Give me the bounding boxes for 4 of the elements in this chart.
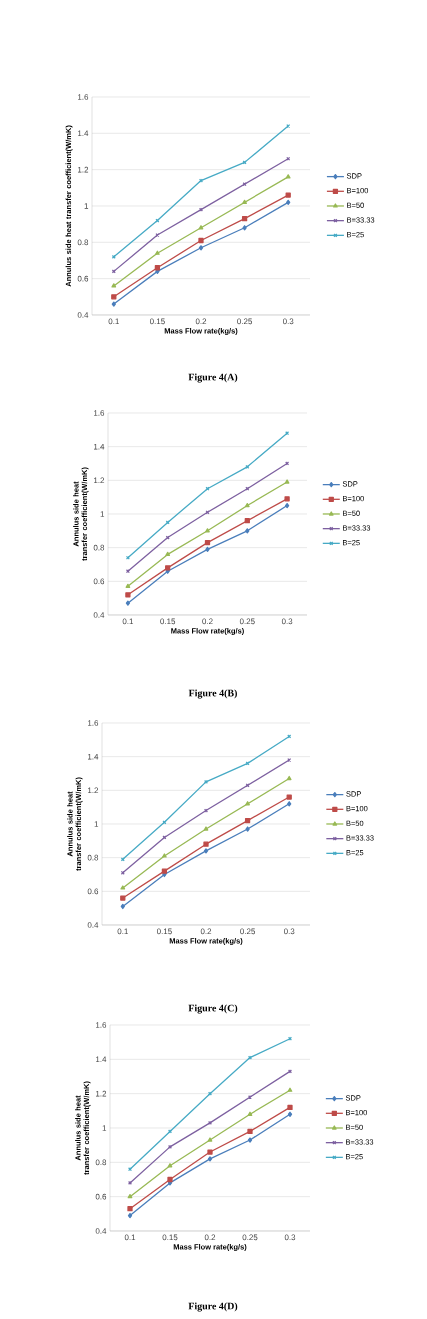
caption: Figure 4(B) [188,689,237,699]
caption: Figure 4(C) [188,1004,238,1014]
caption: Figure 4(D) [188,1302,238,1312]
caption: Figure 4(A) [188,373,238,383]
